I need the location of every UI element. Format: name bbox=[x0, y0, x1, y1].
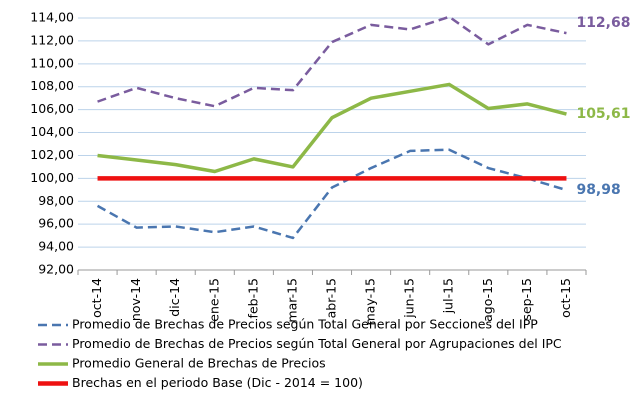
y-tick-label: 104,00 bbox=[30, 124, 74, 139]
x-tick-label: dic-14 bbox=[167, 278, 182, 317]
series-line bbox=[97, 82, 567, 174]
end-label: 105,61 bbox=[576, 106, 630, 122]
legend-label: Brechas en el periodo Base (Dic - 2014 =… bbox=[72, 375, 363, 390]
y-tick-label: 98,00 bbox=[38, 193, 74, 208]
x-tick-label: may-15 bbox=[363, 278, 378, 325]
y-tick-label: 102,00 bbox=[30, 147, 74, 162]
x-tick-label: ago-15 bbox=[480, 278, 495, 322]
x-tick-label: oct-14 bbox=[89, 278, 104, 318]
series-line bbox=[97, 15, 567, 108]
end-label: 112,68 bbox=[576, 15, 630, 31]
y-tick-label: 94,00 bbox=[38, 239, 74, 254]
legend-label: Promedio de Brechas de Precios según Tot… bbox=[72, 336, 562, 351]
y-tick-label: 96,00 bbox=[38, 216, 74, 231]
x-tick-label: jul-15 bbox=[441, 278, 456, 314]
legend-label: Promedio General de Brechas de Precios bbox=[72, 356, 326, 371]
x-tick-label: ene-15 bbox=[206, 278, 221, 322]
legend-label: Promedio de Brechas de Precios según Tot… bbox=[72, 317, 538, 332]
x-tick-label: abr-15 bbox=[324, 278, 339, 318]
x-tick-label: mar-15 bbox=[284, 278, 299, 323]
y-tick-label: 110,00 bbox=[30, 55, 74, 70]
y-tick-label: 108,00 bbox=[30, 78, 74, 93]
y-tick-label: 106,00 bbox=[30, 101, 74, 116]
x-tick-label: oct-15 bbox=[558, 278, 573, 318]
x-tick-label: jun-15 bbox=[402, 278, 417, 319]
y-tick-label: 100,00 bbox=[30, 170, 74, 185]
y-tick-label: 112,00 bbox=[30, 32, 74, 47]
series-line bbox=[96, 148, 567, 240]
x-tick-label: sep-15 bbox=[519, 278, 534, 321]
y-tick-label: 114,00 bbox=[30, 10, 74, 25]
y-tick-label: 92,00 bbox=[38, 262, 74, 277]
end-label: 98,98 bbox=[576, 182, 620, 198]
x-tick-label: feb-15 bbox=[245, 278, 260, 318]
x-tick-label: nov-14 bbox=[128, 278, 143, 321]
